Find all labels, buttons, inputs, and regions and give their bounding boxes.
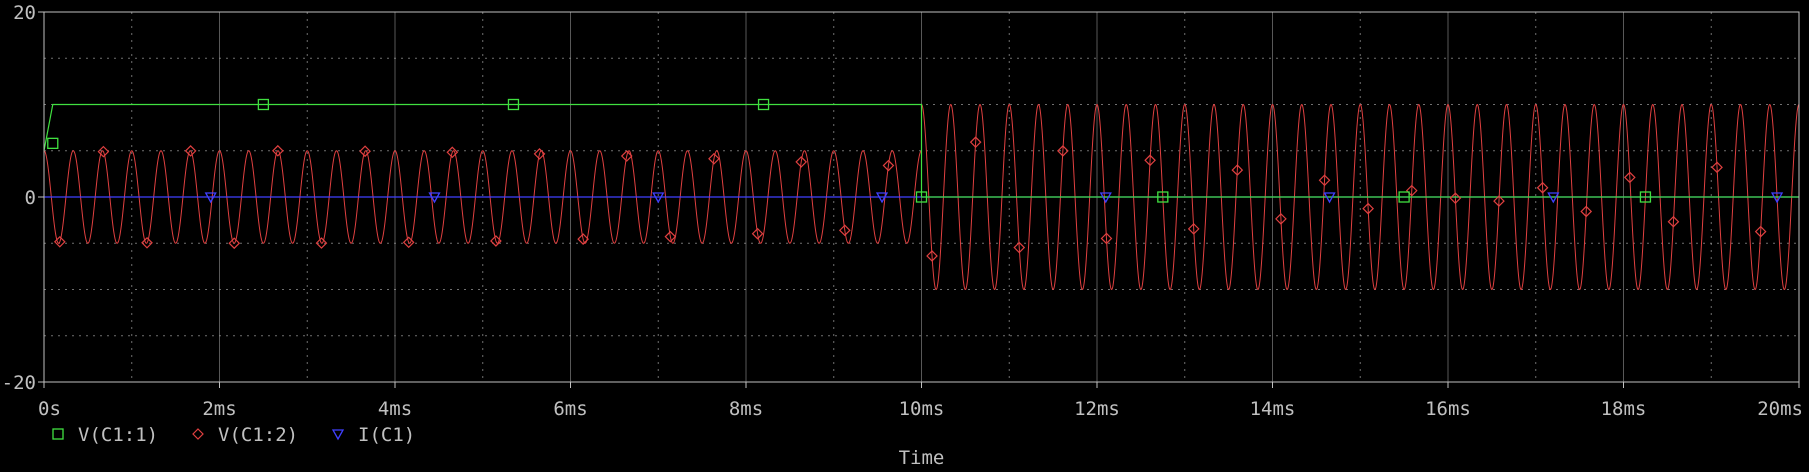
series-vc1-2-marker [97, 145, 110, 158]
series-vc1-2-marker [664, 230, 677, 243]
series-vc1-2-marker [620, 150, 633, 162]
legend: V(C1:1) V(C1:2) I(C1) [52, 424, 415, 446]
series-ic1-marker [875, 192, 889, 204]
series-vc1-1-marker [1639, 191, 1652, 203]
series-vc1-1-marker [1398, 191, 1410, 203]
x-tick-label: 16ms [1425, 398, 1471, 420]
series-layer [43, 103, 1800, 291]
legend-label: I(C1) [358, 424, 415, 446]
series-vc1-2-marker [1667, 215, 1680, 228]
series-ic1-marker [1547, 192, 1560, 204]
series-vc1-2-marker [1318, 174, 1331, 187]
series-vc1-2-marker [490, 235, 502, 247]
series-vc1-1-marker [507, 98, 520, 111]
series-vc1-2-marker [751, 227, 764, 240]
x-tick-label: 6ms [553, 398, 587, 420]
series-vc1-2-marker [272, 144, 284, 157]
series-vc1-2-marker [577, 233, 589, 245]
series-vc1-2-marker [1057, 145, 1069, 157]
series-vc1-2-marker [1711, 161, 1723, 174]
series-vc1-1-line [43, 103, 1799, 198]
series-vc1-2-marker [1623, 171, 1636, 184]
legend-marker-1 [192, 428, 204, 440]
series-ic1-marker [1323, 192, 1336, 204]
series-vc1-1-marker [47, 137, 59, 150]
series-vc1-2-marker [1754, 225, 1767, 238]
series-vc1-2-marker [446, 146, 459, 159]
series-vc1-2-marker [315, 237, 328, 249]
legend-marker-0 [52, 428, 64, 440]
legend-label: V(C1:1) [78, 424, 158, 446]
series-vc1-2-marker [1144, 154, 1156, 167]
series-vc1-2-marker [228, 237, 241, 250]
series-vc1-2-marker [1536, 181, 1549, 194]
x-tick-label: 2ms [202, 398, 236, 420]
legend-label: V(C1:2) [218, 424, 298, 446]
x-tick-label: 12ms [1074, 398, 1120, 420]
series-vc1-2-marker [838, 224, 851, 237]
series-vc1-2-marker [184, 145, 197, 157]
series-vc1-1-marker [257, 98, 270, 111]
series-vc1-2-marker [141, 236, 153, 249]
markers-layer [47, 98, 1784, 262]
series-vc1-2-marker [1013, 241, 1026, 254]
legend-marker-2 [331, 429, 345, 441]
x-tick-label: 18ms [1601, 398, 1647, 420]
series-vc1-2-marker [1187, 223, 1200, 235]
series-vc1-2-marker [359, 145, 371, 158]
series-vc1-2-marker [1362, 202, 1374, 215]
y-tick-label: 20 [13, 2, 36, 24]
series-ic1-marker [652, 192, 665, 204]
series-vc1-2-marker [402, 236, 415, 249]
series-vc1-1-marker [757, 98, 770, 111]
x-tick-label: 14ms [1250, 398, 1296, 420]
x-axis-label: Time [899, 447, 945, 469]
x-axis-ticks: 0s 2ms 4ms 6ms 8ms 10ms 12ms 14ms 16ms 18ms 20ms [38, 382, 1803, 420]
x-tick-label: 8ms [729, 398, 763, 420]
y-tick-label: 0 [25, 187, 36, 209]
series-vc1-2-marker [1231, 164, 1244, 176]
series-vc1-1-marker [915, 191, 928, 203]
series-vc1-2-marker [1100, 232, 1113, 245]
series-ic1-marker [204, 192, 217, 204]
series-vc1-2-marker [795, 156, 808, 168]
series-vc1-2-marker [1493, 195, 1505, 207]
series-vc1-2-marker [533, 148, 546, 160]
y-tick-label: -20 [2, 372, 36, 394]
series-vc1-2-marker [1275, 213, 1287, 225]
y-axis-ticks: 20 0 -20 [2, 2, 44, 394]
series-vc1-2-marker [1580, 205, 1593, 218]
x-tick-label: 0s [38, 398, 61, 420]
series-vc1-2-marker [53, 235, 66, 248]
series-vc1-1-marker [1157, 191, 1169, 203]
series-vc1-2-marker [708, 152, 720, 165]
x-tick-label: 10ms [899, 398, 945, 420]
series-ic1-marker [428, 192, 441, 204]
x-tick-label: 4ms [378, 398, 412, 420]
series-vc1-2-marker [1405, 184, 1418, 197]
x-tick-label: 20ms [1757, 398, 1803, 420]
series-vc1-2-marker [1449, 192, 1462, 205]
series-vc1-2-marker [882, 159, 895, 172]
series-vc1-2-marker [969, 136, 982, 149]
series-vc1-2-marker [926, 250, 938, 262]
series-ic1-marker [1099, 192, 1112, 204]
series-ic1-marker [1770, 192, 1784, 204]
